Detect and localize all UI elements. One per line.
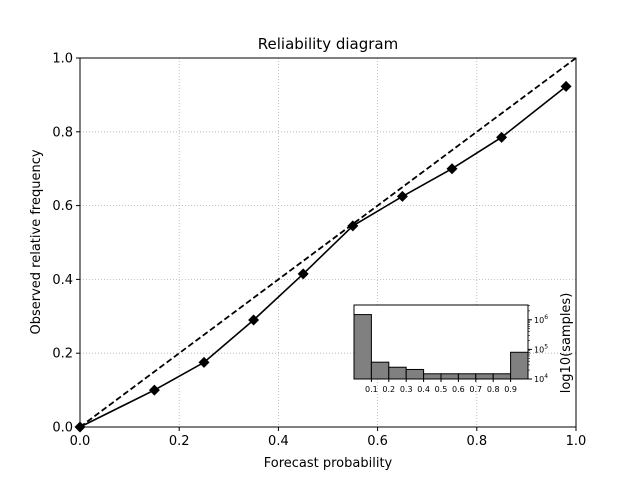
histogram-bar <box>457 373 477 380</box>
data-point-marker <box>560 80 572 92</box>
histogram-bar <box>388 366 407 380</box>
inset-x-tick-label: 0.5 <box>435 385 448 394</box>
inset-y-tick-label: 104 <box>534 373 548 384</box>
inset-x-tick-label: 0.7 <box>469 385 482 394</box>
x-tick-label: 0.4 <box>268 434 289 449</box>
perfect-reliability-line <box>79 57 577 428</box>
inset-x-tick-label: 0.1 <box>365 385 378 394</box>
inset-x-tick-label: 0.9 <box>504 385 517 394</box>
y-tick-label: 0.4 <box>52 273 73 288</box>
histogram-bar <box>423 373 442 380</box>
y-axis-label: Observed relative frequency <box>29 149 44 334</box>
data-point-marker <box>297 268 309 280</box>
inset-x-tick-label: 0.4 <box>417 385 430 394</box>
x-tick-label: 0.2 <box>169 434 190 449</box>
inset-x-ticks: 0.1 0.2 0.3 0.4 0.5 0.6 0.7 0.8 0.9 <box>365 379 517 394</box>
data-point-marker <box>248 314 260 326</box>
inset-y-tick-label: 105 <box>534 343 548 354</box>
y-tick-label: 0.8 <box>52 125 73 140</box>
x-tick-label: 1.0 <box>566 434 587 449</box>
histogram-bar <box>440 373 459 380</box>
x-tick-label: 0.8 <box>466 434 487 449</box>
inset-y-ticks: 104 105 106 <box>528 305 548 384</box>
inset-y-tick-label: 106 <box>534 314 548 325</box>
inset-x-tick-label: 0.3 <box>400 385 413 394</box>
y-tick-label: 1.0 <box>52 52 73 67</box>
histogram-bar <box>405 368 425 380</box>
plot-frame <box>79 57 577 428</box>
histogram-bar <box>370 361 390 380</box>
data-point-marker <box>496 131 508 143</box>
y-tick-label: 0.2 <box>52 347 73 362</box>
chart-title: Reliability diagram <box>258 35 398 53</box>
x-axis-ticks: 0.0 0.2 0.4 0.6 0.8 1.0 <box>70 427 587 449</box>
reference-diagonal <box>79 57 577 428</box>
inset-y-axis-label: log10(samples) <box>559 293 574 394</box>
x-axis-label: Forecast probability <box>264 456 393 471</box>
inset-x-tick-label: 0.2 <box>382 385 395 394</box>
y-axis-ticks: 0.0 0.2 0.4 0.6 0.8 1.0 <box>52 52 80 436</box>
x-tick-label: 0.6 <box>367 434 388 449</box>
data-point-marker <box>148 384 160 396</box>
data-point-marker <box>198 356 210 368</box>
x-tick-label: 0.0 <box>70 434 91 449</box>
data-point-marker <box>347 220 359 232</box>
histogram-bar <box>353 314 372 380</box>
sample-histogram-inset: 0.1 0.2 0.3 0.4 0.5 0.6 0.7 0.8 0.9 104 105 106 lo… <box>353 293 574 394</box>
histogram-bar <box>475 373 494 380</box>
data-point-marker <box>446 163 458 175</box>
histogram-bar <box>492 373 512 380</box>
reliability-curve <box>79 85 567 428</box>
inset-x-tick-label: 0.6 <box>452 385 465 394</box>
data-point-marker <box>396 190 408 202</box>
y-tick-label: 0.6 <box>52 199 73 214</box>
reliability-series <box>74 80 572 433</box>
y-tick-label: 0.0 <box>52 421 73 436</box>
inset-x-tick-label: 0.8 <box>487 385 500 394</box>
histogram-bar <box>510 351 529 380</box>
